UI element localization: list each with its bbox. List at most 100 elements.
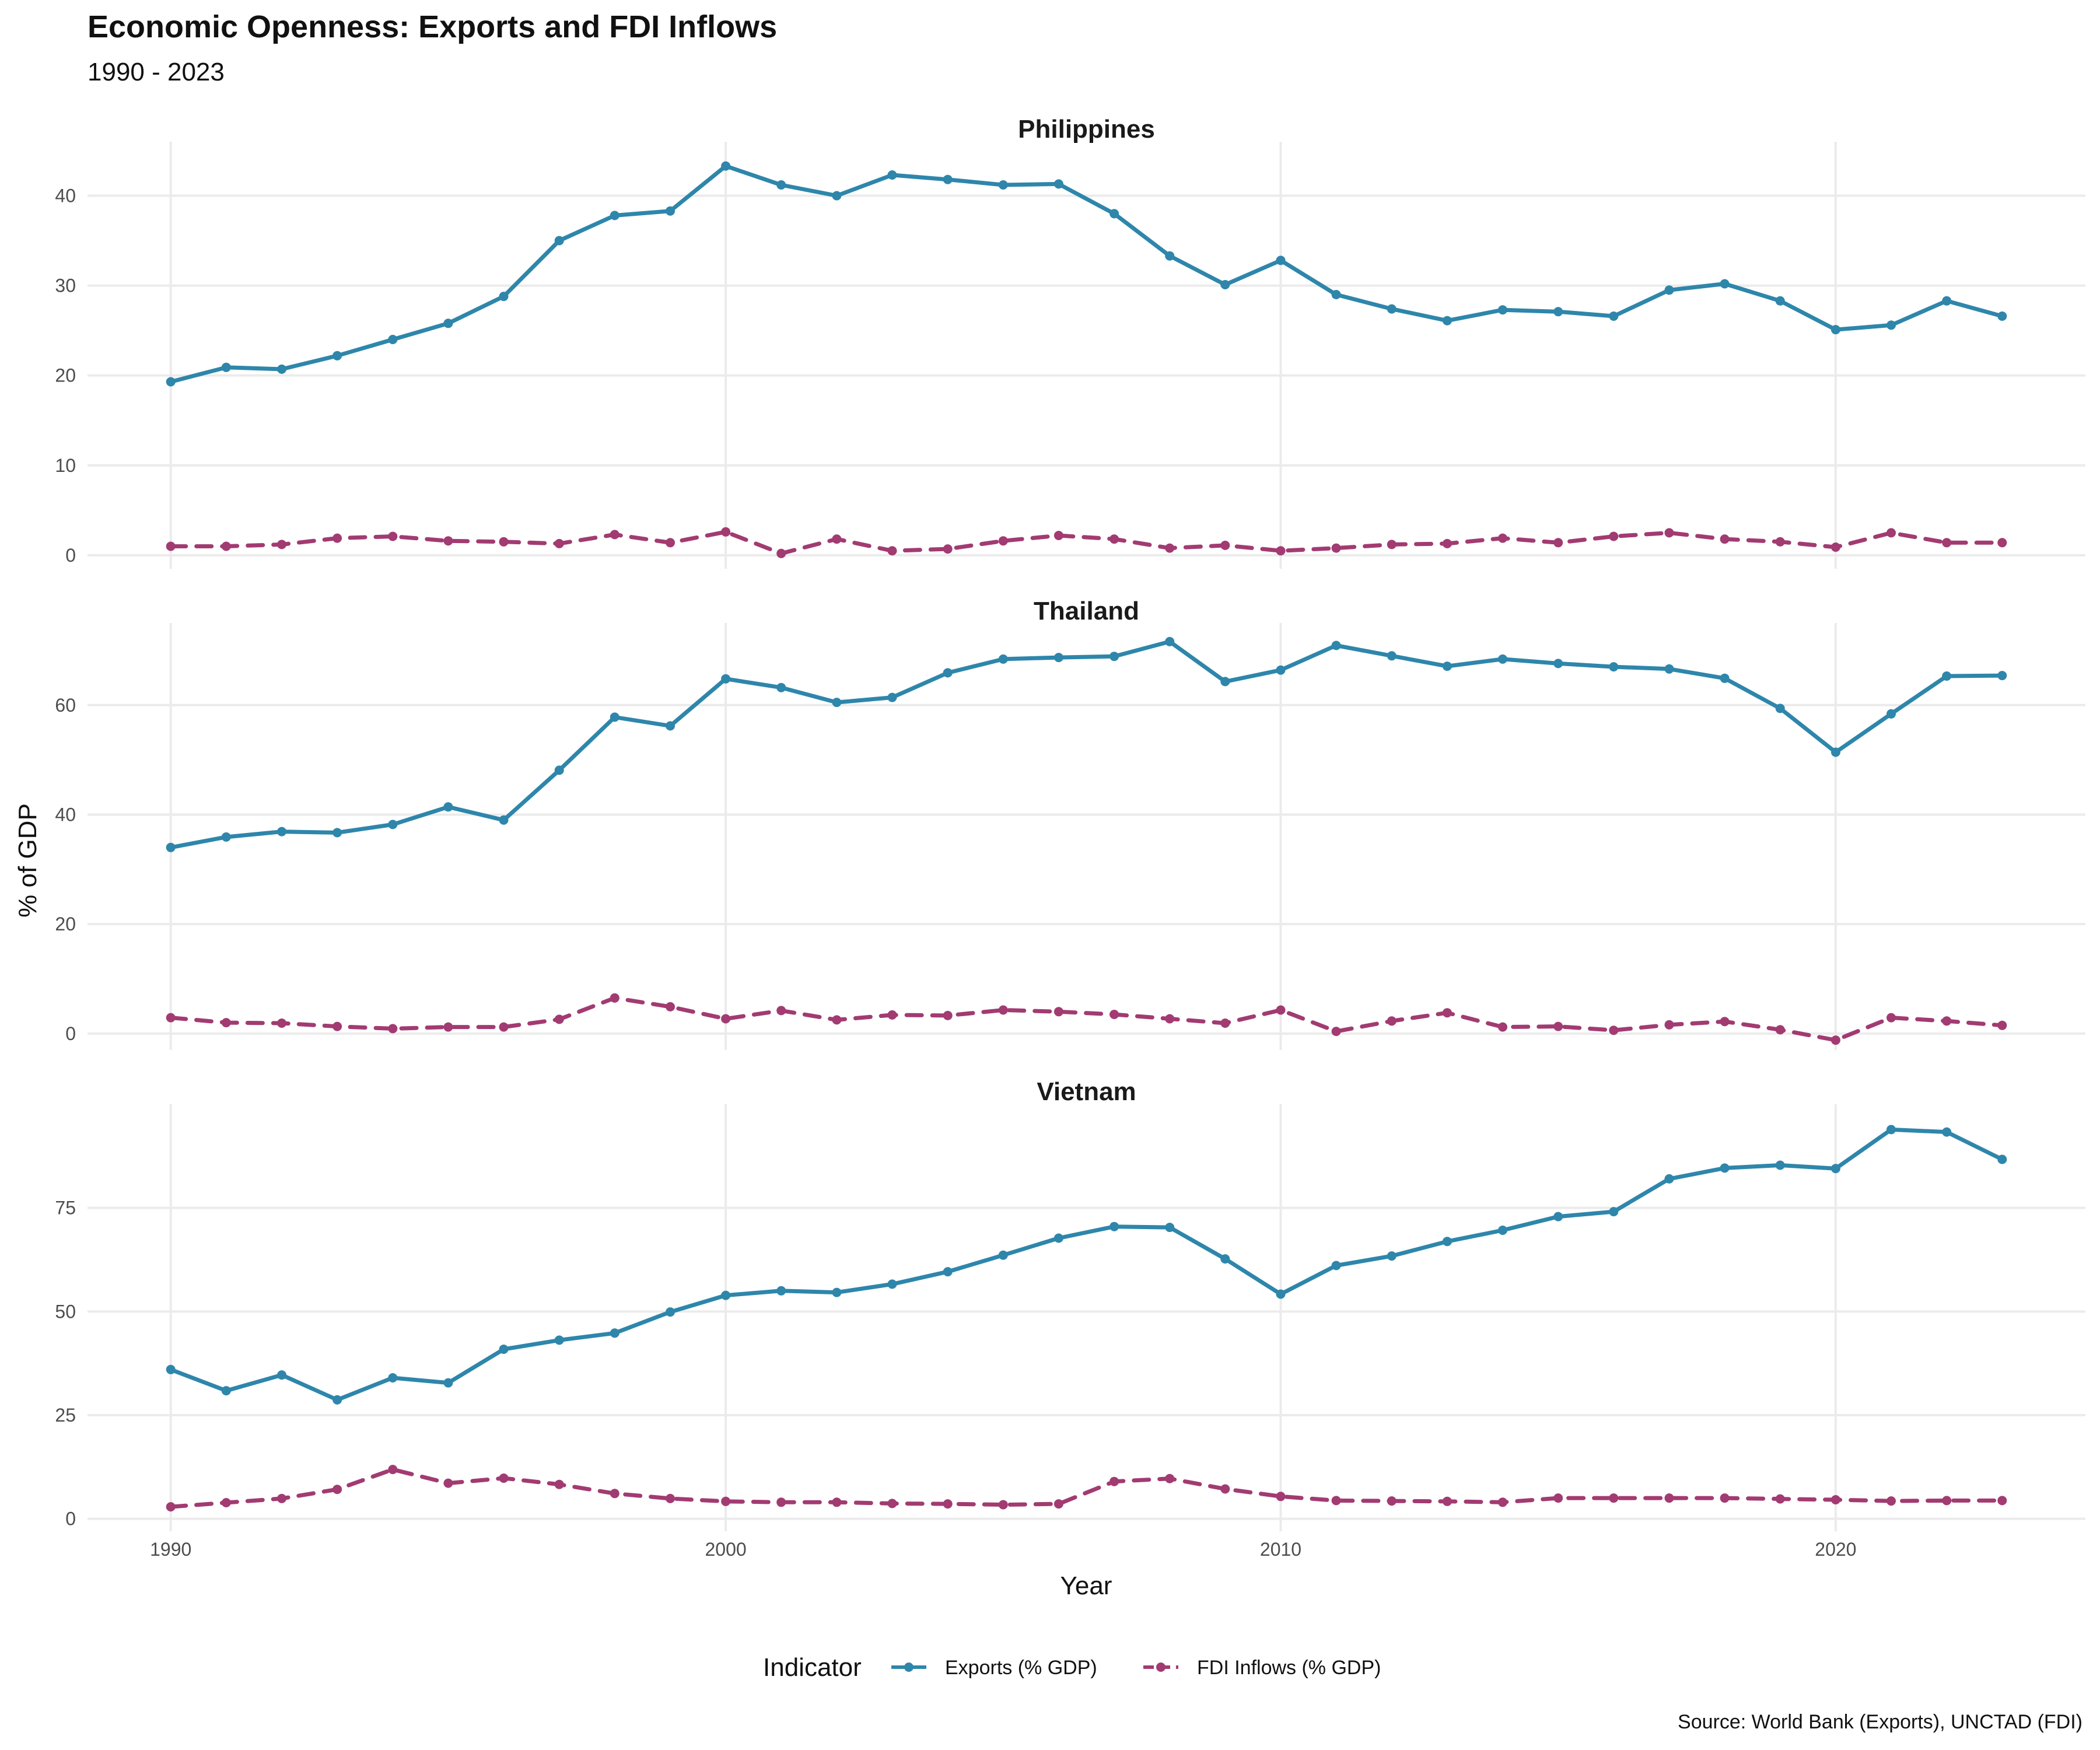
data-point-fdi	[554, 538, 564, 548]
data-point-fdi	[443, 1478, 453, 1488]
data-point-exports	[1553, 307, 1563, 317]
legend-title: Indicator	[763, 1653, 862, 1682]
data-point-fdi	[887, 1499, 897, 1508]
panel-philippines: 0 10 20 30 40 Philippines	[55, 115, 2085, 569]
data-point-exports	[1942, 1127, 1952, 1137]
data-point-exports	[1720, 279, 1730, 289]
data-point-fdi	[1997, 1020, 2007, 1030]
data-point-fdi	[943, 1499, 953, 1509]
data-point-fdi	[1331, 1496, 1341, 1506]
data-point-exports	[332, 1395, 342, 1405]
data-point-exports	[554, 1335, 564, 1345]
data-point-exports	[1942, 671, 1952, 681]
data-point-fdi	[1720, 1017, 1730, 1027]
data-point-fdi	[1997, 1496, 2007, 1506]
y-tick-label: 60	[55, 695, 76, 716]
data-point-fdi	[1775, 1025, 1785, 1035]
data-point-fdi	[1997, 538, 2007, 548]
series-line-fdi-thailand	[169, 996, 2004, 1042]
data-point-exports	[832, 698, 842, 708]
y-tick-label: 10	[55, 455, 76, 476]
data-point-fdi	[721, 527, 731, 537]
data-point-fdi	[887, 546, 897, 556]
data-point-fdi	[1165, 543, 1175, 553]
data-point-exports	[221, 362, 231, 372]
data-point-exports	[1720, 673, 1730, 683]
data-point-exports	[1664, 664, 1674, 674]
facet-label-vietnam: Vietnam	[1037, 1077, 1136, 1106]
data-point-fdi	[1942, 1496, 1952, 1506]
data-point-fdi	[943, 544, 953, 554]
data-point-fdi	[332, 1485, 342, 1494]
data-point-fdi	[1054, 1007, 1063, 1017]
data-point-exports	[943, 668, 953, 678]
x-tick-label: 2010	[1260, 1539, 1301, 1560]
data-point-fdi	[1831, 542, 1840, 552]
series-line-exports-vietnam	[169, 1127, 2004, 1402]
data-point-fdi	[1553, 538, 1563, 548]
data-point-fdi	[166, 1502, 176, 1512]
data-point-exports	[1775, 704, 1785, 713]
data-point-fdi	[1553, 1493, 1563, 1503]
panel-thailand: 0 20 40 60 Thailand	[55, 597, 2085, 1050]
facet-panels: 0 10 20 30 40 Philippines 0 20 40 60 Thailand 0 25 50…	[55, 115, 2085, 1531]
legend-label-fdi: FDI Inflows (% GDP)	[1197, 1657, 1381, 1679]
data-point-exports	[998, 180, 1008, 190]
data-point-fdi	[1553, 1021, 1563, 1031]
data-point-exports	[1442, 316, 1452, 326]
chart-caption: Source: World Bank (Exports), UNCTAD (FD…	[1678, 1711, 2082, 1733]
data-point-fdi	[1165, 1474, 1175, 1483]
data-point-fdi	[1220, 540, 1230, 550]
facet-label-philippines: Philippines	[1018, 115, 1155, 144]
data-point-fdi	[666, 538, 675, 548]
data-point-exports	[943, 174, 953, 184]
data-point-fdi	[1664, 528, 1674, 538]
data-point-fdi	[776, 1497, 786, 1507]
data-point-exports	[776, 682, 786, 692]
data-point-exports	[1664, 1174, 1674, 1184]
data-point-fdi	[1609, 1026, 1619, 1035]
data-point-exports	[1997, 671, 2007, 681]
data-point-exports	[1887, 709, 1896, 719]
data-point-fdi	[1664, 1020, 1674, 1030]
data-point-exports	[166, 1364, 176, 1374]
data-point-exports	[1609, 312, 1619, 321]
data-point-fdi	[1387, 1496, 1396, 1506]
legend-marker-fdi	[1156, 1662, 1166, 1672]
data-point-fdi	[1720, 1493, 1730, 1503]
data-point-fdi	[666, 1493, 675, 1503]
chart-title: Economic Openness: Exports and FDI Inflo…	[88, 9, 777, 44]
data-point-fdi	[1664, 1493, 1674, 1503]
data-point-fdi	[443, 536, 453, 546]
data-point-exports	[1165, 636, 1175, 646]
data-point-exports	[1442, 1237, 1452, 1247]
data-point-exports	[1609, 662, 1619, 672]
data-point-fdi	[277, 1019, 286, 1028]
data-point-exports	[1997, 1154, 2007, 1164]
data-point-fdi	[388, 531, 398, 541]
data-point-exports	[499, 1345, 509, 1354]
data-point-exports	[1997, 312, 2007, 321]
series-line-exports-thailand	[169, 639, 2004, 850]
data-point-exports	[1276, 665, 1286, 675]
data-point-fdi	[832, 1497, 842, 1507]
data-point-fdi	[1775, 1494, 1785, 1504]
data-point-fdi	[610, 993, 620, 1003]
data-point-exports	[1220, 677, 1230, 687]
data-point-exports	[721, 1290, 731, 1300]
data-point-fdi	[1775, 537, 1785, 547]
legend-key-exports	[891, 1662, 926, 1672]
data-point-fdi	[1220, 1019, 1230, 1028]
y-tick-label: 40	[55, 185, 76, 206]
data-point-fdi	[1110, 1010, 1119, 1019]
data-point-fdi	[166, 1013, 176, 1023]
series-line-fdi-philippines	[169, 530, 2004, 556]
data-point-exports	[277, 1370, 286, 1380]
data-point-fdi	[1942, 1016, 1952, 1026]
data-point-fdi	[1442, 1496, 1452, 1506]
data-point-fdi	[1887, 1496, 1896, 1506]
legend-label-exports: Exports (% GDP)	[945, 1657, 1097, 1679]
data-point-exports	[610, 211, 620, 220]
data-point-exports	[998, 654, 1008, 664]
data-point-fdi	[1054, 1499, 1063, 1509]
